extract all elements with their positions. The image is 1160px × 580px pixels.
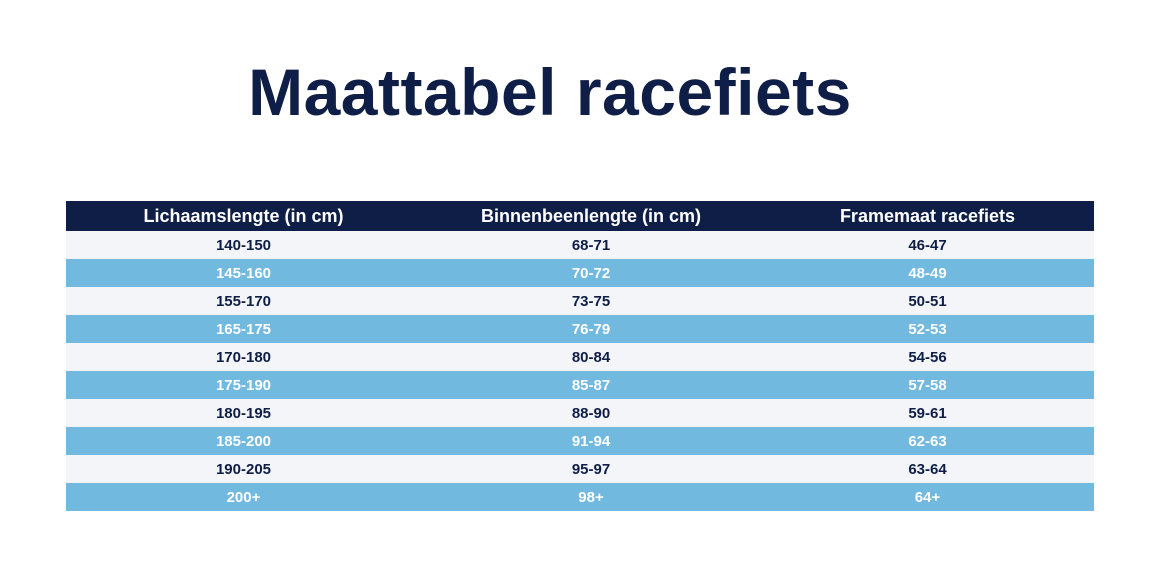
- cell-inseam-length: 91-94: [421, 427, 761, 455]
- cell-inseam-length: 88-90: [421, 399, 761, 427]
- table-row: 155-170 73-75 50-51: [66, 287, 1094, 315]
- cell-frame-size: 59-61: [761, 399, 1094, 427]
- cell-inseam-length: 70-72: [421, 259, 761, 287]
- page-title: Maattabel racefiets: [248, 55, 852, 129]
- table-row: 175-190 85-87 57-58: [66, 371, 1094, 399]
- table-row: 170-180 80-84 54-56: [66, 343, 1094, 371]
- cell-inseam-length: 80-84: [421, 343, 761, 371]
- cell-inseam-length: 76-79: [421, 315, 761, 343]
- cell-frame-size: 52-53: [761, 315, 1094, 343]
- header-body-length: Lichaamslengte (in cm): [66, 201, 421, 231]
- cell-inseam-length: 73-75: [421, 287, 761, 315]
- cell-frame-size: 54-56: [761, 343, 1094, 371]
- header-frame-size: Framemaat racefiets: [761, 201, 1094, 231]
- cell-body-length: 190-205: [66, 455, 421, 483]
- table-row: 140-150 68-71 46-47: [66, 231, 1094, 259]
- cell-body-length: 165-175: [66, 315, 421, 343]
- cell-body-length: 170-180: [66, 343, 421, 371]
- cell-frame-size: 62-63: [761, 427, 1094, 455]
- cell-body-length: 180-195: [66, 399, 421, 427]
- cell-frame-size: 63-64: [761, 455, 1094, 483]
- cell-frame-size: 48-49: [761, 259, 1094, 287]
- cell-frame-size: 50-51: [761, 287, 1094, 315]
- table-header: Lichaamslengte (in cm) Binnenbeenlengte …: [66, 201, 1094, 231]
- cell-frame-size: 64+: [761, 483, 1094, 511]
- cell-inseam-length: 98+: [421, 483, 761, 511]
- table-body: 140-150 68-71 46-47 145-160 70-72 48-49 …: [66, 231, 1094, 511]
- table-row: 190-205 95-97 63-64: [66, 455, 1094, 483]
- table-row: 145-160 70-72 48-49: [66, 259, 1094, 287]
- cell-body-length: 155-170: [66, 287, 421, 315]
- cell-inseam-length: 85-87: [421, 371, 761, 399]
- cell-inseam-length: 95-97: [421, 455, 761, 483]
- table-row: 180-195 88-90 59-61: [66, 399, 1094, 427]
- table-row: 200+ 98+ 64+: [66, 483, 1094, 511]
- cell-body-length: 200+: [66, 483, 421, 511]
- table-row: 165-175 76-79 52-53: [66, 315, 1094, 343]
- cell-inseam-length: 68-71: [421, 231, 761, 259]
- table-row: 185-200 91-94 62-63: [66, 427, 1094, 455]
- cell-body-length: 140-150: [66, 231, 421, 259]
- cell-frame-size: 46-47: [761, 231, 1094, 259]
- cell-body-length: 175-190: [66, 371, 421, 399]
- size-table: Lichaamslengte (in cm) Binnenbeenlengte …: [66, 201, 1094, 511]
- cell-body-length: 185-200: [66, 427, 421, 455]
- cell-frame-size: 57-58: [761, 371, 1094, 399]
- table-header-row: Lichaamslengte (in cm) Binnenbeenlengte …: [66, 201, 1094, 231]
- cell-body-length: 145-160: [66, 259, 421, 287]
- header-inseam-length: Binnenbeenlengte (in cm): [421, 201, 761, 231]
